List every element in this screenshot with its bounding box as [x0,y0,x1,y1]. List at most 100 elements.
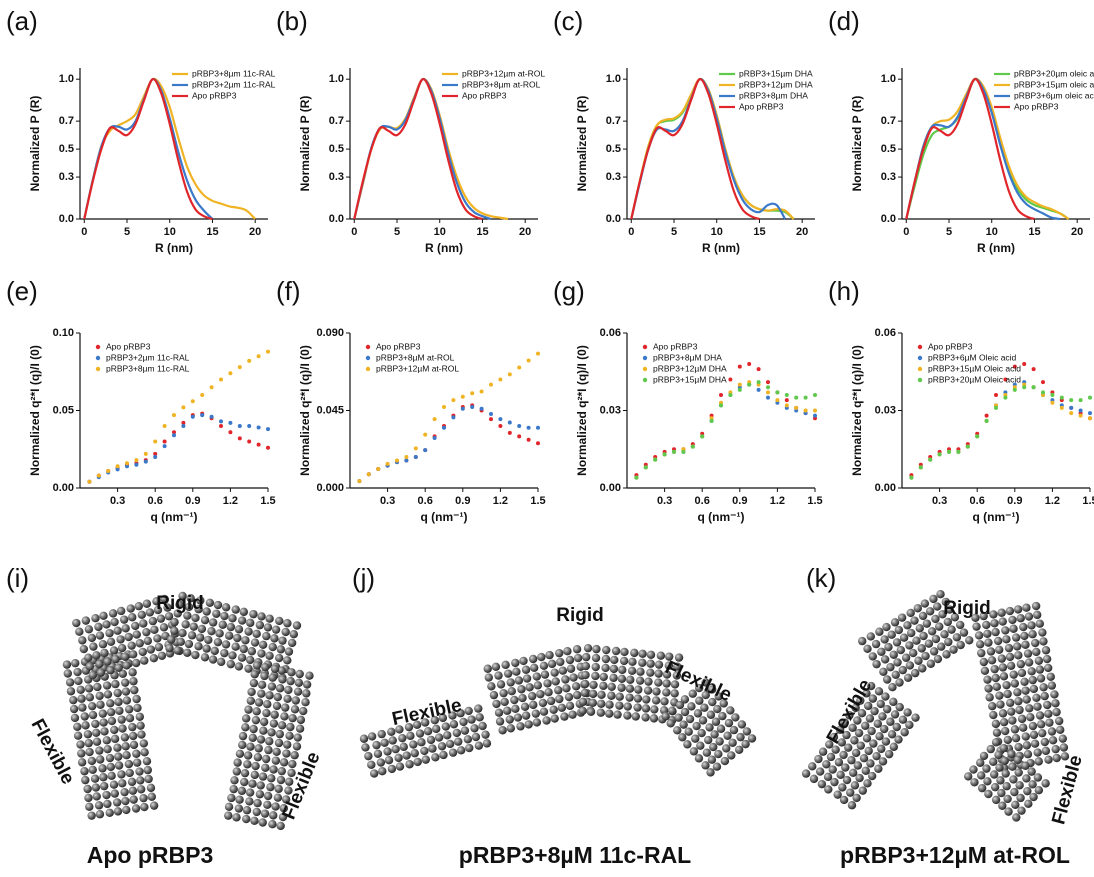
bead [551,714,559,722]
bead [228,614,236,622]
bead [906,661,914,669]
y-axis-label: Normalized q²*I (q)/I (0) [850,345,864,476]
bead [556,658,564,666]
bead [993,683,1001,691]
bead [481,730,489,738]
bead [975,631,983,639]
bead [439,751,447,759]
bead [202,644,210,652]
x-tick-label: 0.9 [1007,495,1022,507]
bead [105,629,113,637]
bead [228,651,236,659]
bead [406,732,414,740]
bead [1041,738,1049,746]
bead [683,740,691,748]
bead [628,658,636,666]
x-tick-label: 0 [81,226,87,238]
x-tick-label: 10 [711,226,723,238]
point [153,455,157,459]
bead [883,705,891,713]
bead [529,655,537,663]
point [536,426,540,430]
point [813,414,817,418]
bead [1001,626,1009,634]
bead [110,781,118,789]
bead [259,818,267,826]
point [414,455,418,459]
bead [424,727,432,735]
bead [930,647,938,655]
bead [638,659,646,667]
point [480,407,484,411]
bead [964,772,972,780]
bead [260,672,268,680]
x-tick-label: 1.2 [223,495,238,507]
bead [250,817,258,825]
bead [554,686,562,694]
bead [1039,683,1047,691]
point [527,426,531,430]
bead [220,612,228,620]
bead [95,746,103,754]
bead [115,761,123,769]
bead [921,652,929,660]
bead [1014,651,1022,659]
bead [100,782,108,790]
bead [249,610,257,618]
x-tick-label: 0.6 [418,495,433,507]
bead [132,804,140,812]
legend-label: Apo pRBP3 [739,101,784,111]
bead [215,629,223,637]
bead [1059,734,1067,742]
point [210,415,214,419]
point [1079,398,1083,402]
bead [232,813,240,821]
x-tick-label: 0.6 [695,495,710,507]
bead [890,743,898,751]
bead [275,617,283,625]
point [116,464,120,468]
bead [741,740,749,748]
point [1069,411,1073,415]
point [172,433,176,437]
bead [276,730,284,738]
x-tick-label: 20 [1071,226,1083,238]
bead [662,688,670,696]
bead [400,743,408,751]
point [985,419,989,423]
bead [879,668,887,676]
point [766,390,770,394]
point [919,465,923,469]
bead [953,633,961,641]
y-tick-label: 0.045 [316,404,344,416]
bead [267,774,275,782]
bead [267,728,275,736]
bead [1007,707,1015,715]
point [975,434,979,438]
bead [266,783,274,791]
bead [263,700,271,708]
bead [1053,754,1061,762]
bead [160,623,168,631]
bead [89,642,97,650]
bead [147,645,155,653]
point [728,393,732,397]
point [766,380,770,384]
point [1088,411,1092,415]
point [163,444,167,448]
bead [928,627,936,635]
bead [115,707,123,715]
bead [573,691,581,699]
bead [280,758,288,766]
bead [982,764,990,772]
bead [367,761,375,769]
bead [88,702,96,710]
bead [999,617,1007,625]
bead [305,672,313,680]
point [219,378,223,382]
bead [209,655,217,663]
bead [198,625,206,633]
bead [992,720,1000,728]
bead [881,655,889,663]
bead [247,688,255,696]
